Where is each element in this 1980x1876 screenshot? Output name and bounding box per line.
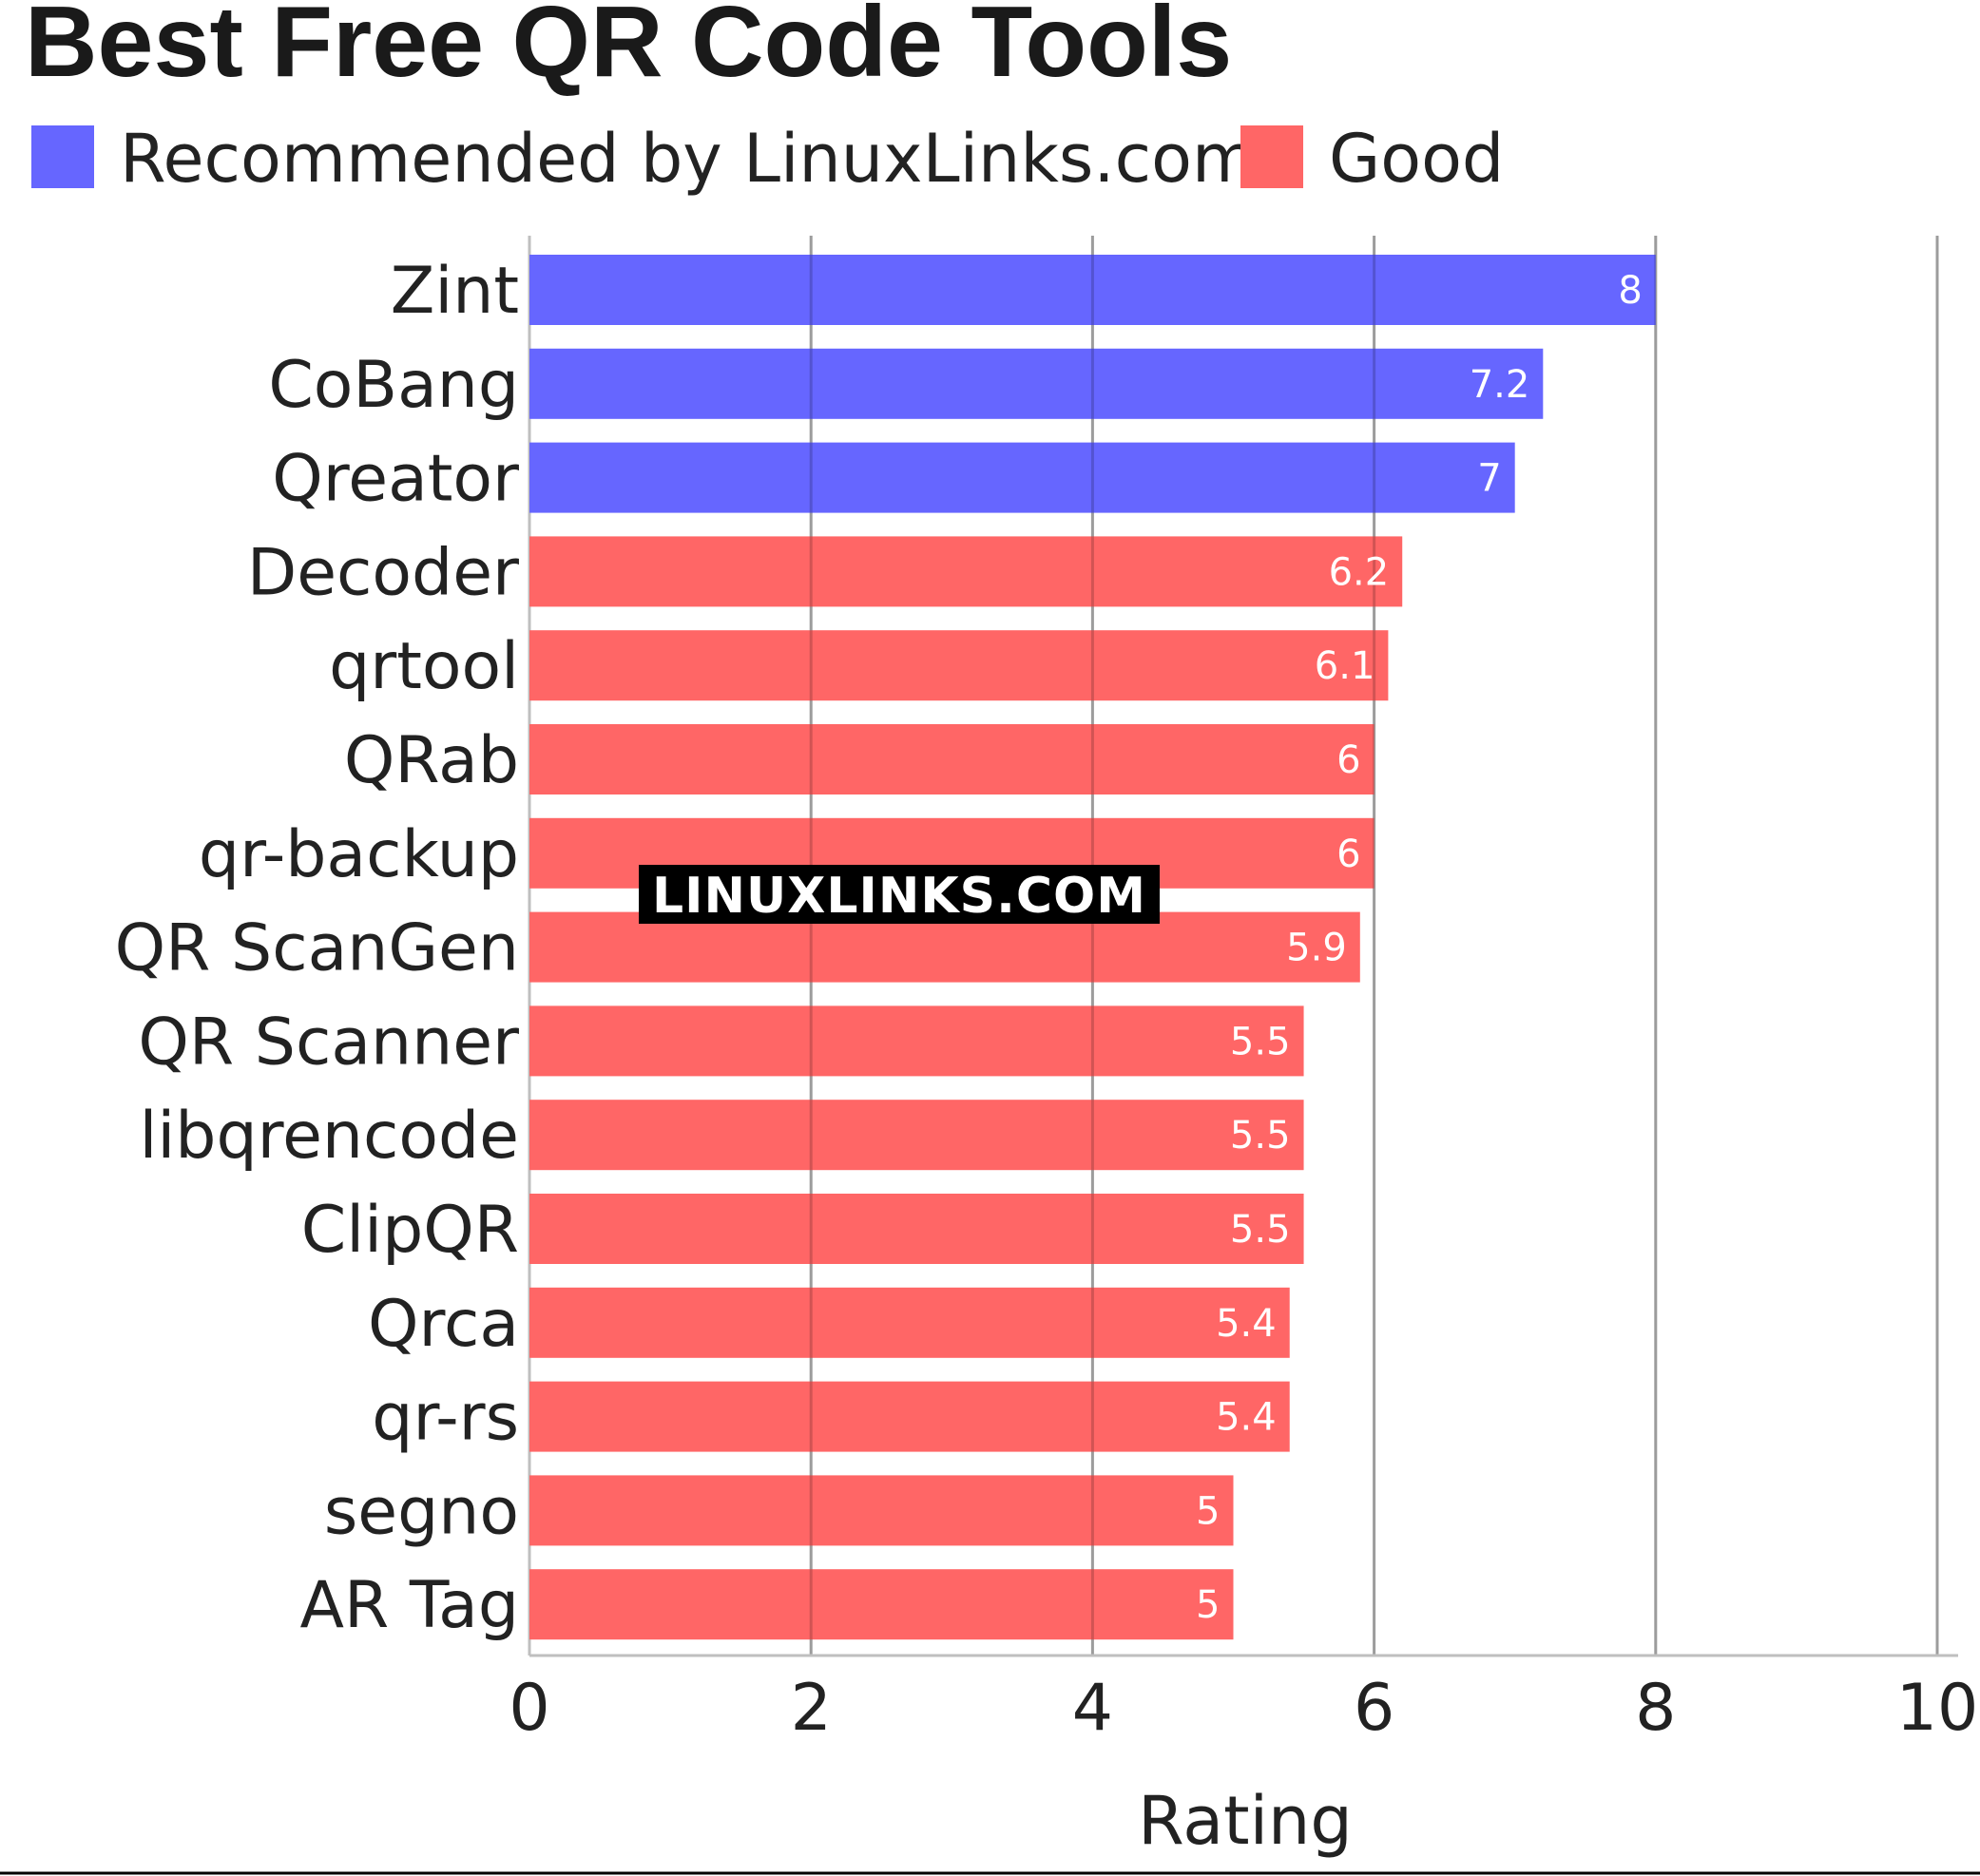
category-label: qr-backup — [199, 817, 519, 892]
category-label: Zint — [391, 254, 519, 329]
value-label: 5.5 — [1230, 1114, 1291, 1158]
category-label: libqrencode — [140, 1099, 520, 1174]
category-label: Qrca — [368, 1287, 519, 1362]
category-label: qr-rs — [372, 1381, 519, 1456]
bar — [529, 1100, 1304, 1171]
bar — [529, 1194, 1304, 1264]
category-label: AR Tag — [300, 1568, 520, 1643]
legend: Recommended by LinuxLinks.com Good — [31, 120, 1504, 198]
category-label: QR Scanner — [138, 1005, 519, 1080]
bar — [529, 442, 1515, 513]
x-tick-label: 8 — [1635, 1671, 1676, 1746]
value-label: 5.4 — [1216, 1396, 1277, 1440]
gridlines-overlay — [809, 236, 1939, 1656]
legend-swatch-recommended — [31, 125, 94, 188]
watermark: LINUXLINKS.COM — [639, 865, 1160, 925]
legend-label-recommended: Recommended by LinuxLinks.com — [120, 120, 1257, 198]
value-label: 6.2 — [1329, 550, 1390, 594]
bar — [529, 630, 1389, 701]
bar — [529, 1569, 1234, 1640]
value-label: 7.2 — [1470, 363, 1530, 407]
x-tick-label: 10 — [1896, 1671, 1979, 1746]
bar — [529, 1381, 1290, 1452]
value-labels: 8 7.2 7 6.2 6.1 6 6 5.9 5.5 5.5 5.5 5.4 5.4 5 5 — [1196, 269, 1643, 1627]
x-tick-label: 6 — [1354, 1671, 1394, 1746]
value-label: 5 — [1196, 1489, 1220, 1533]
category-label: segno — [324, 1474, 519, 1549]
value-label: 5.5 — [1230, 1020, 1291, 1063]
value-label: 6 — [1336, 833, 1360, 876]
x-tick-label: 2 — [791, 1671, 832, 1746]
value-label: 6.1 — [1315, 644, 1375, 688]
value-label: 8 — [1618, 269, 1642, 313]
bar — [529, 1005, 1304, 1077]
category-label: CoBang — [268, 348, 519, 423]
legend-label-good: Good — [1329, 120, 1504, 198]
category-label: QR ScanGen — [115, 911, 519, 986]
x-axis-title: Rating — [1138, 1782, 1353, 1860]
value-label: 5 — [1196, 1583, 1220, 1627]
bars — [529, 255, 1656, 1640]
bar — [529, 1475, 1234, 1546]
watermark-text: LINUXLINKS.COM — [652, 868, 1146, 925]
bar — [529, 348, 1544, 419]
watermark-background — [639, 865, 1160, 924]
x-tick-labels: 0 2 4 6 8 10 — [509, 1671, 1978, 1746]
bar — [529, 255, 1656, 325]
value-label: 6 — [1336, 738, 1360, 782]
category-label: QRab — [344, 723, 519, 798]
bar — [529, 724, 1374, 794]
category-labels: Zint CoBang Qreator Decoder qrtool QRab qr-bac… — [115, 254, 519, 1643]
value-label: 5.5 — [1230, 1208, 1291, 1252]
bar — [529, 536, 1403, 607]
chart-title: Best Free QR Code Tools — [25, 0, 1232, 98]
value-label: 5.4 — [1216, 1302, 1277, 1346]
legend-swatch-good — [1240, 125, 1303, 188]
x-tick-label: 4 — [1072, 1671, 1113, 1746]
category-label: qrtool — [329, 629, 519, 704]
category-label: Qreator — [272, 442, 519, 517]
value-label: 5.9 — [1286, 927, 1347, 970]
category-label: Decoder — [247, 535, 519, 610]
value-label: 7 — [1477, 457, 1501, 501]
x-tick-label: 0 — [509, 1671, 549, 1746]
category-label: ClipQR — [301, 1193, 519, 1268]
bar — [529, 1287, 1290, 1358]
